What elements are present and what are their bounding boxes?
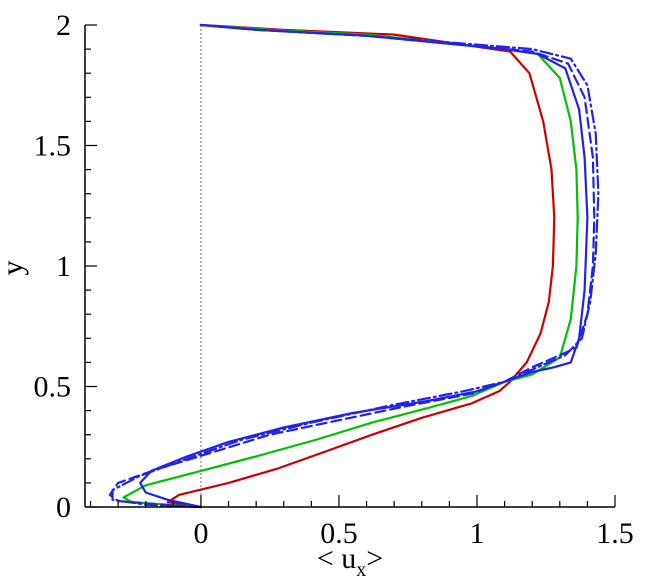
x-tick-label: 1.5 [596,517,634,550]
series-line-4 [108,23,596,509]
y-tick-label: 1.5 [34,130,72,163]
series-line-5 [111,23,600,509]
series-group [108,23,600,509]
tick-labels: 0 0.5 1 1.5 2 0 0.5 1 1.5 [34,9,634,550]
y-axis-label: y [0,261,29,276]
x-tick-label: 0.5 [320,517,358,550]
x-tick-label: 0 [193,517,208,550]
series-line-3 [139,23,589,509]
x-axis-label-main: < u [317,542,356,575]
series-line-1 [166,23,556,509]
y-tick-label: 0.5 [34,371,72,404]
x-axis-label-close: > [366,542,383,575]
y-tick-label: 2 [56,9,71,42]
series-line-2 [122,23,579,509]
x-tick-label: 1 [469,517,484,550]
x-axis-label: < ux> [317,542,383,578]
y-tick-label: 0 [56,491,71,524]
x-axis-label-subscript: x [356,559,366,578]
axes [84,24,616,508]
y-tick-label: 1 [56,250,71,283]
